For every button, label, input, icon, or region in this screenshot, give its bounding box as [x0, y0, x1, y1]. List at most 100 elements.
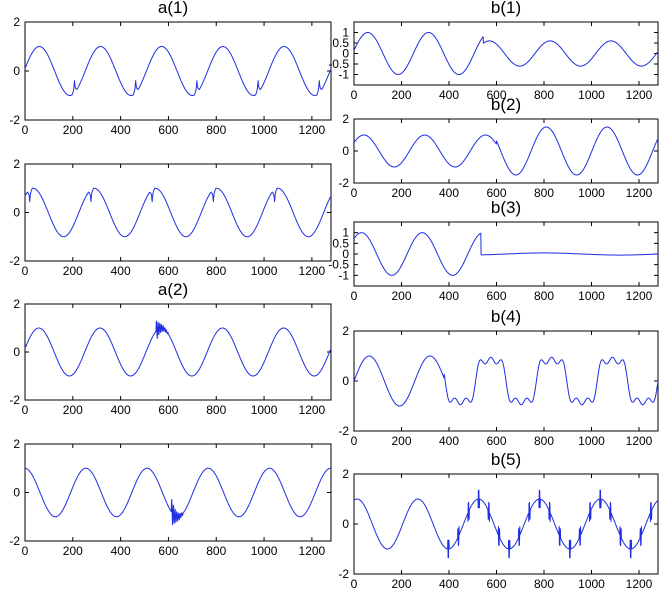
y-tick-label: 0.5	[332, 236, 349, 250]
x-tick-label: 400	[439, 434, 459, 448]
x-tick-label: 400	[439, 88, 459, 102]
x-tick-label: 200	[63, 264, 83, 278]
x-tick-label: 1000	[578, 289, 605, 303]
x-tick-label: 1200	[299, 544, 326, 558]
chart-title: b(4)	[491, 307, 521, 326]
x-tick-label: 600	[486, 577, 506, 591]
x-tick-label: 200	[391, 186, 411, 200]
plot-frame	[353, 473, 659, 575]
signal-line-b1	[353, 32, 659, 75]
chart-title: b(2)	[491, 95, 521, 114]
x-tick-label: 0	[351, 186, 358, 200]
signal-line-b5	[353, 489, 659, 559]
x-tick-label: 0	[22, 403, 29, 417]
x-tick-label: 800	[534, 186, 554, 200]
x-tick-label: 1200	[299, 403, 326, 417]
x-tick-label: 400	[111, 264, 131, 278]
y-tick-label: 0	[13, 206, 20, 220]
x-tick-label: 600	[486, 434, 506, 448]
x-tick-label: 800	[534, 88, 554, 102]
x-tick-label: 0	[351, 434, 358, 448]
y-tick-label: 0.5	[332, 36, 349, 50]
x-tick-label: 1200	[299, 264, 326, 278]
x-tick-label: 400	[439, 186, 459, 200]
x-tick-label: 0	[351, 88, 358, 102]
x-tick-label: 200	[391, 434, 411, 448]
chart-title: b(1)	[491, 0, 521, 17]
x-tick-label: 0	[22, 123, 29, 137]
x-tick-label: 800	[206, 123, 226, 137]
x-tick-label: 800	[534, 577, 554, 591]
y-tick-label: 0	[342, 374, 349, 388]
x-tick-label: 1000	[578, 186, 605, 200]
x-tick-label: 600	[486, 186, 506, 200]
y-tick-label: -0.5	[328, 258, 349, 272]
y-tick-label: -1	[338, 68, 349, 82]
chart-title: b(5)	[491, 450, 521, 469]
y-tick-label: 0	[342, 47, 349, 61]
signal-line-b4	[353, 355, 659, 407]
plot-frame	[353, 118, 659, 184]
x-tick-label: 800	[206, 264, 226, 278]
plot-frame	[24, 303, 332, 401]
x-tick-label: 1000	[578, 88, 605, 102]
chart-title: b(3)	[491, 198, 521, 217]
y-tick-label: 2	[342, 324, 349, 338]
x-tick-label: 800	[206, 544, 226, 558]
x-tick-label: 0	[351, 289, 358, 303]
plot-frame	[24, 21, 332, 121]
x-tick-label: 600	[486, 88, 506, 102]
signal-line-a2-top	[24, 320, 332, 377]
x-tick-label: 800	[206, 403, 226, 417]
y-tick-label: 2	[342, 112, 349, 126]
x-tick-label: 200	[63, 403, 83, 417]
x-tick-label: 1200	[626, 289, 653, 303]
signal-line-a1-top	[24, 46, 332, 96]
y-tick-label: 1	[342, 226, 349, 240]
y-tick-label: 0	[13, 486, 20, 500]
x-tick-label: 1000	[251, 123, 278, 137]
y-tick-label: -2	[9, 254, 20, 268]
signal-line-a2-bottom	[24, 467, 332, 526]
signal-line-b2	[353, 126, 659, 176]
x-tick-label: 200	[391, 577, 411, 591]
y-tick-label: -0.5	[328, 57, 349, 71]
x-tick-label: 1000	[578, 434, 605, 448]
x-tick-label: 600	[158, 264, 178, 278]
y-tick-label: -2	[338, 567, 349, 581]
x-tick-label: 0	[22, 264, 29, 278]
x-tick-label: 1000	[578, 577, 605, 591]
x-tick-label: 1000	[251, 544, 278, 558]
y-tick-label: 0	[342, 247, 349, 261]
x-tick-label: 1200	[626, 577, 653, 591]
y-tick-label: -2	[338, 176, 349, 190]
y-tick-label: -1	[338, 268, 349, 282]
y-tick-label: 2	[13, 297, 20, 311]
chart-title: a(1)	[158, 0, 188, 17]
x-tick-label: 1200	[626, 434, 653, 448]
y-tick-label: 2	[342, 467, 349, 481]
y-tick-label: 0	[13, 345, 20, 359]
x-tick-label: 400	[439, 577, 459, 591]
signal-line-a1-bottom	[24, 187, 332, 238]
x-tick-label: 400	[111, 123, 131, 137]
x-tick-label: 800	[534, 289, 554, 303]
plot-frame	[24, 443, 332, 542]
x-tick-label: 1200	[626, 186, 653, 200]
y-tick-label: 0	[342, 517, 349, 531]
y-tick-label: 2	[13, 157, 20, 171]
x-tick-label: 600	[158, 123, 178, 137]
x-tick-label: 200	[391, 289, 411, 303]
y-tick-label: -2	[338, 424, 349, 438]
y-tick-label: 2	[13, 15, 20, 29]
y-tick-label: -2	[9, 113, 20, 127]
y-tick-label: -2	[9, 534, 20, 548]
